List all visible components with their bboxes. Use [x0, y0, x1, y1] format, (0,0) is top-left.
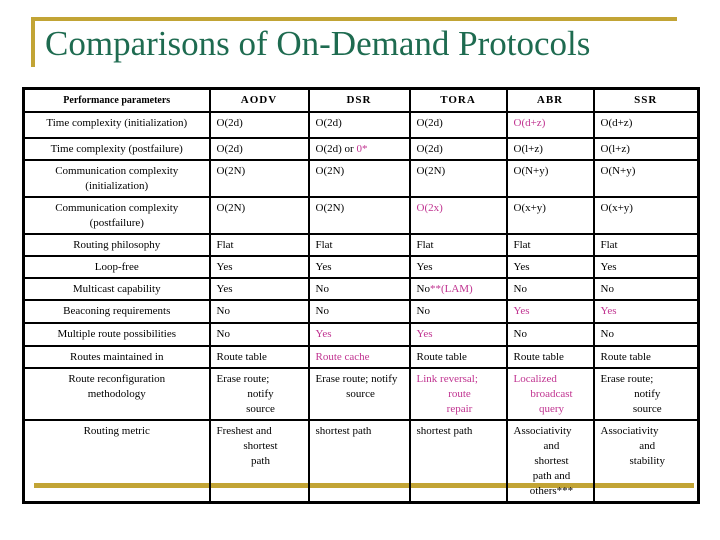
value-cell: Yes	[592, 254, 700, 279]
comparison-table: Performance parameters AODV DSR TORA ABR SSR …	[22, 87, 700, 504]
table-row: Routing philosophy Flat Flat Flat Flat Flat	[22, 232, 700, 257]
table-row: Time complexity (initialization) O(2d) O(2…	[22, 110, 700, 139]
column-header-protocol: TORA	[408, 87, 508, 113]
value-cell: Freshest and shortest path	[208, 418, 310, 504]
value-cell: No	[592, 276, 700, 301]
param-cell: Routing metric	[22, 418, 211, 504]
value-cell: shortest path	[307, 418, 411, 504]
value-cell: Yes	[505, 254, 595, 279]
value-cell: No	[408, 298, 508, 324]
table-row: Route reconfiguration methodology Erase r…	[22, 366, 700, 421]
value-cell: O(N+y)	[592, 158, 700, 198]
value-cell: No	[592, 321, 700, 347]
value-cell: O(2N)	[208, 158, 310, 198]
value-cell: O(2d)	[408, 136, 508, 161]
param-cell: Route reconfiguration methodology	[22, 366, 211, 421]
gold-accent-line-left	[31, 17, 35, 67]
column-header-protocol: DSR	[307, 87, 411, 113]
param-cell: Communication complexity (initialization…	[22, 158, 211, 198]
value-cell: Flat	[408, 232, 508, 257]
value-cell: Flat	[505, 232, 595, 257]
value-cell: Yes	[307, 254, 411, 279]
column-header-protocol: SSR	[592, 87, 700, 113]
value-cell: No	[307, 276, 411, 301]
param-cell: Communication complexity (postfailure)	[22, 195, 211, 235]
value-cell: O(2N)	[307, 158, 411, 198]
value-cell: No	[208, 298, 310, 324]
value-cell: O(2x)	[408, 195, 508, 235]
value-cell: Yes	[208, 254, 310, 279]
value-cell: Flat	[307, 232, 411, 257]
value-cell: O(l+z)	[592, 136, 700, 161]
value-cell: Route table	[408, 344, 508, 369]
value-cell: O(d+z)	[505, 110, 595, 139]
value-cell: No	[505, 321, 595, 347]
param-cell: Time complexity (postfailure)	[22, 136, 211, 161]
param-cell: Routes maintained in	[22, 344, 211, 369]
column-header-params: Performance parameters	[22, 87, 211, 113]
value-cell: O(2d)	[408, 110, 508, 139]
value-cell: O(2N)	[208, 195, 310, 235]
table-row: Communication complexity (postfailure) O(…	[22, 195, 700, 235]
gold-accent-line-top	[31, 17, 677, 21]
value-cell: shortest path	[408, 418, 508, 504]
value-cell: Erase route; notify source	[208, 366, 310, 421]
value-cell: No	[307, 298, 411, 324]
header-row: Performance parameters AODV DSR TORA ABR SSR	[22, 87, 700, 113]
page-title: Comparisons of On-Demand Protocols	[45, 24, 591, 63]
value-cell: O(N+y)	[505, 158, 595, 198]
value-cell: No**(LAM)	[408, 276, 508, 301]
param-cell: Beaconing requirements	[22, 298, 211, 324]
value-cell: O(2N)	[408, 158, 508, 198]
value-cell: Flat	[592, 232, 700, 257]
value-cell: Route table	[208, 344, 310, 369]
value-cell: Link reversal; route repair	[408, 366, 508, 421]
value-cell: Erase route; notify source	[592, 366, 700, 421]
table-row: Communication complexity (initialization…	[22, 158, 700, 198]
value-cell: O(2d)	[208, 110, 310, 139]
table-row: Multiple route possibilities No Yes Yes No No	[22, 321, 700, 347]
value-cell: Localized broadcast query	[505, 366, 595, 421]
value-cell: O(2d)	[307, 110, 411, 139]
value-cell: Erase route; notify source	[307, 366, 411, 421]
table-row: Loop-free Yes Yes Yes Yes Yes	[22, 254, 700, 279]
value-cell: Route table	[592, 344, 700, 369]
param-cell: Multicast capability	[22, 276, 211, 301]
table-body: Time complexity (initialization) O(2d) O(2…	[22, 110, 700, 504]
column-header-protocol: AODV	[208, 87, 310, 113]
value-cell: Associativity and stability	[592, 418, 700, 504]
param-cell: Routing philosophy	[22, 232, 211, 257]
value-cell: No	[208, 321, 310, 347]
value-cell: O(2d)	[208, 136, 310, 161]
value-cell: O(x+y)	[592, 195, 700, 235]
value-cell: Route cache	[307, 344, 411, 369]
value-cell: Yes	[592, 298, 700, 324]
table-row: Routing metric Freshest and shortest path sh…	[22, 418, 700, 504]
value-cell: O(x+y)	[505, 195, 595, 235]
table-row: Beaconing requirements No No No Yes Yes	[22, 298, 700, 324]
value-cell: O(2N)	[307, 195, 411, 235]
column-header-protocol: ABR	[505, 87, 595, 113]
value-cell: Associativity and shortest path and others**…	[505, 418, 595, 504]
table-row: Multicast capability Yes No No**(LAM) No No	[22, 276, 700, 301]
value-cell: Yes	[208, 276, 310, 301]
param-cell: Time complexity (initialization)	[22, 110, 211, 139]
value-cell: O(d+z)	[592, 110, 700, 139]
value-cell: Yes	[307, 321, 411, 347]
value-cell: Yes	[408, 254, 508, 279]
value-cell: O(l+z)	[505, 136, 595, 161]
table-row: Time complexity (postfailure) O(2d) O(2d) …	[22, 136, 700, 161]
value-cell: No	[505, 276, 595, 301]
param-cell: Loop-free	[22, 254, 211, 279]
value-cell: Flat	[208, 232, 310, 257]
value-cell: Route table	[505, 344, 595, 369]
table-row: Routes maintained in Route table Route cac…	[22, 344, 700, 369]
param-cell: Multiple route possibilities	[22, 321, 211, 347]
value-cell: Yes	[505, 298, 595, 324]
value-cell: Yes	[408, 321, 508, 347]
value-cell: O(2d) or 0*	[307, 136, 411, 161]
